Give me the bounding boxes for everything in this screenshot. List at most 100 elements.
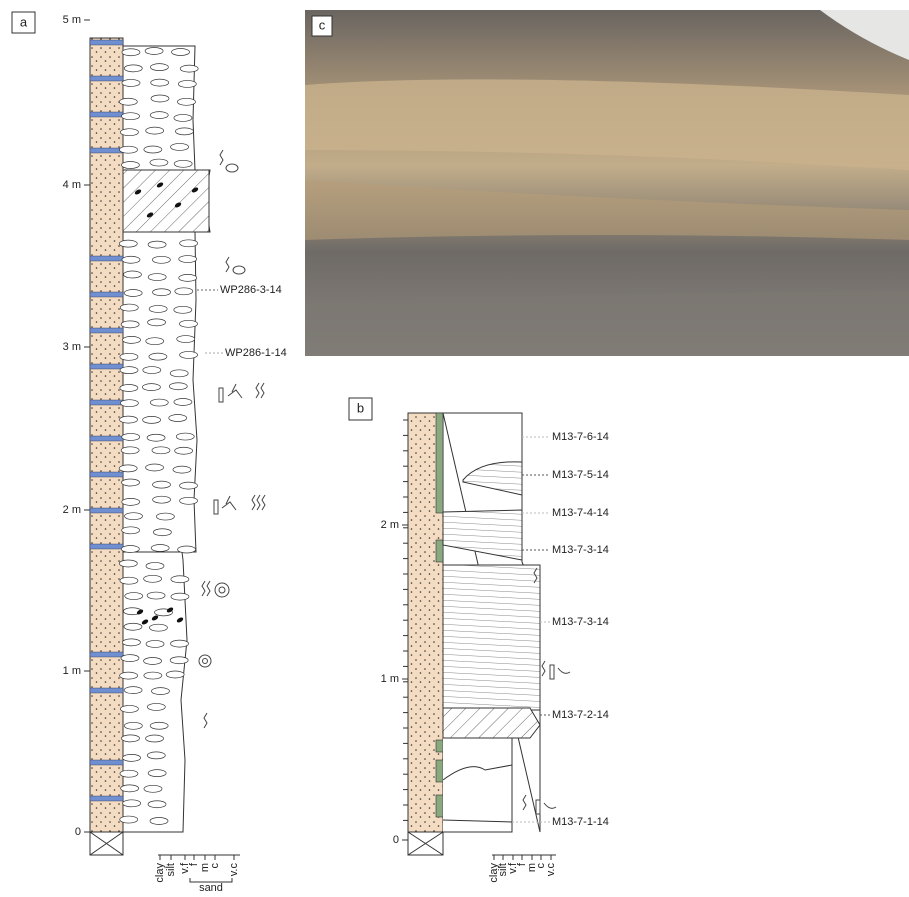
nodule: [147, 752, 165, 759]
nodule: [150, 159, 168, 166]
nodule: [120, 770, 138, 777]
nodule: [119, 465, 137, 472]
nodule: [148, 801, 166, 808]
nodule: [122, 113, 140, 120]
nodule: [143, 367, 161, 374]
nodule: [175, 128, 193, 135]
nodule: [147, 703, 165, 710]
band: [90, 292, 123, 297]
nodule: [146, 338, 164, 345]
nodule: [152, 447, 170, 454]
nodule: [119, 560, 137, 567]
nodule: [150, 399, 168, 406]
sample-label: M13-7-5-14: [552, 469, 609, 481]
nodules: [119, 47, 199, 824]
band: [90, 796, 123, 801]
panel-label: a: [20, 14, 28, 29]
nodule: [179, 256, 197, 263]
nodule: [119, 98, 137, 105]
scale-label: 2 m: [381, 519, 399, 531]
nodule: [178, 80, 196, 87]
nodule: [122, 49, 140, 56]
band: [90, 364, 123, 369]
sample-label: M13-7-2-14: [552, 709, 609, 721]
nodule: [170, 370, 188, 377]
nodule: [151, 79, 169, 86]
nodule: [177, 336, 195, 343]
nodule: [120, 129, 138, 136]
nodule: [171, 576, 189, 583]
panel-label: b: [357, 400, 364, 415]
nodule: [179, 320, 197, 327]
grain-label: silt: [165, 863, 177, 876]
band: [90, 148, 123, 153]
nodule: [121, 162, 139, 169]
nodule: [120, 384, 138, 391]
nodule: [144, 575, 162, 582]
nodule: [169, 415, 187, 422]
band: [90, 436, 123, 441]
nodule: [125, 593, 143, 600]
nodule: [171, 143, 189, 150]
nodule: [175, 447, 193, 454]
nodule: [146, 464, 164, 471]
grain-label: c: [209, 863, 221, 869]
scale-label: 5 m: [63, 14, 81, 26]
nodule: [148, 274, 166, 281]
nodule: [149, 305, 167, 312]
lens: [443, 510, 522, 560]
nodule: [121, 655, 139, 662]
nodule: [179, 274, 197, 281]
clast: [176, 617, 184, 624]
panel-label: c: [319, 17, 326, 32]
nodule: [176, 433, 194, 440]
band: [90, 472, 123, 477]
nodule: [119, 240, 137, 247]
grain-label: v.c: [545, 863, 557, 877]
nodule: [145, 47, 163, 54]
nodule: [150, 64, 168, 71]
nodule: [174, 399, 192, 406]
nodule: [121, 735, 139, 742]
nodule: [153, 289, 171, 296]
sample-label: M13-7-6-14: [552, 431, 609, 443]
nodule: [150, 722, 168, 729]
band: [90, 76, 123, 81]
nodule: [180, 65, 198, 72]
nodule: [171, 593, 189, 600]
nodule: [122, 79, 140, 86]
nodule: [156, 513, 174, 520]
nodule: [123, 754, 141, 761]
nodule: [172, 49, 190, 56]
nodule: [177, 98, 195, 105]
nodule: [122, 433, 140, 440]
nodule: [149, 353, 167, 360]
nodule: [124, 65, 142, 72]
nodule: [170, 657, 188, 664]
hatched-bed: [123, 170, 209, 232]
nodule: [153, 496, 171, 503]
nodule: [123, 271, 141, 278]
nodule: [124, 687, 142, 694]
scale-label: 1 m: [63, 665, 81, 677]
nodule: [124, 289, 142, 296]
nodule: [123, 336, 141, 343]
sample-label: WP286-1-14: [225, 347, 287, 359]
nodule: [180, 240, 198, 247]
nodule: [143, 416, 161, 423]
grain-group-label: sand: [199, 882, 223, 892]
nodule: [120, 705, 138, 712]
nodule: [148, 241, 166, 248]
nodule: [151, 95, 169, 102]
scale-label: 3 m: [63, 341, 81, 353]
nodule: [120, 353, 138, 360]
nodule: [149, 624, 167, 631]
nodule: [147, 592, 165, 599]
nodule: [121, 447, 139, 454]
nodule: [120, 416, 138, 423]
nodule: [180, 351, 198, 358]
nodule: [124, 623, 142, 630]
band: [90, 256, 123, 261]
nodule: [174, 114, 192, 121]
nodule: [120, 577, 138, 584]
